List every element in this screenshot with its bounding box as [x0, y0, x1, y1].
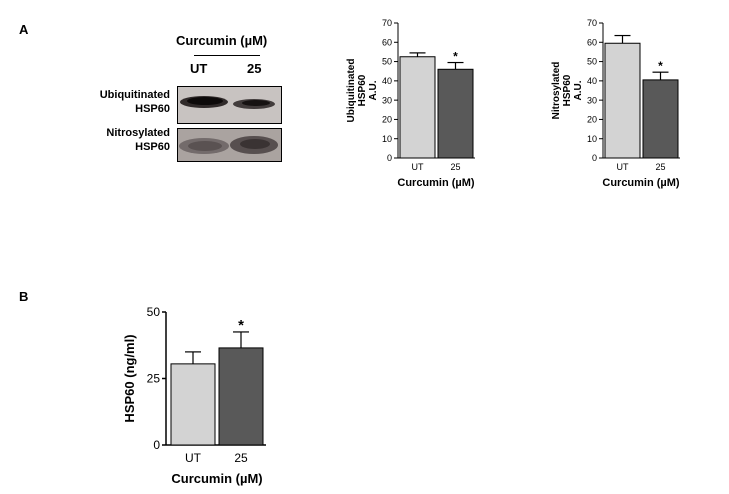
y-axis-label: HSP60	[357, 74, 368, 106]
blot-row-label-nitrosylated: Nitrosylated HSP60	[70, 126, 170, 154]
y-tick-label: 0	[153, 438, 160, 452]
y-tick-label: 20	[382, 115, 392, 125]
y-tick-label: 40	[382, 76, 392, 86]
y-axis-label: Nitrosylated	[551, 62, 562, 120]
significance-marker: *	[658, 59, 663, 73]
blot-row-label-line: HSP60	[135, 141, 170, 153]
y-tick-label: 10	[382, 134, 392, 144]
x-axis-label: Curcumin (µM)	[171, 471, 262, 486]
x-tick-label: 25	[234, 451, 248, 465]
y-tick-label: 60	[587, 37, 597, 47]
y-tick-label: 0	[387, 153, 392, 163]
blot-band-image	[178, 87, 281, 123]
chart-ubiquitinated-hsp60: 0 10 20 30 40 50 60 70 UT * 25 Curcumin (µM) Ubiquit…	[346, 18, 475, 189]
y-tick-label: 30	[382, 95, 392, 105]
x-tick-label: UT	[617, 162, 629, 172]
x-tick-label: 25	[655, 162, 665, 172]
blot-band-ubiquitinated	[177, 86, 282, 124]
y-axis-label: HSP60 (ng/ml)	[122, 334, 137, 422]
y-tick-label: 20	[587, 115, 597, 125]
y-axis-label: A.U.	[573, 80, 584, 100]
blot-row-label-line: Nitrosylated	[106, 127, 170, 139]
y-axis-label: A.U.	[368, 80, 379, 100]
significance-marker: *	[453, 50, 458, 64]
blot-header: Curcumin (µM)	[176, 33, 268, 48]
bar-ut	[399, 56, 436, 159]
bar-25	[437, 68, 474, 159]
blot-header-line	[194, 55, 260, 56]
y-tick-label: 10	[587, 134, 597, 144]
y-tick-label: 70	[587, 18, 597, 28]
y-tick-label: 40	[587, 76, 597, 86]
blot-band-image	[178, 129, 281, 161]
x-axis-label: Curcumin (µM)	[397, 177, 475, 189]
significance-marker: *	[238, 317, 244, 334]
x-axis-label: Curcumin (µM)	[602, 177, 680, 189]
y-tick-label: 50	[382, 57, 392, 67]
y-tick-label: 50	[147, 305, 161, 319]
blot-lane-25: 25	[247, 61, 262, 76]
bar-25	[218, 347, 264, 446]
chart-hsp60-ng-ml: 0 25 50 UT * 25 Curcumin (µM) HSP60 (ng/ml)	[122, 305, 266, 486]
blot-lane-ut: UT	[190, 61, 208, 76]
y-tick-label: 50	[587, 57, 597, 67]
y-tick-label: 25	[147, 372, 161, 386]
bar-ut	[604, 42, 641, 159]
bar-ut	[170, 363, 216, 446]
blot-row-label-ubiquitinated: Ubiquitinated HSP60	[70, 88, 170, 116]
y-tick-label: 70	[382, 18, 392, 28]
y-tick-label: 60	[382, 37, 392, 47]
blot-row-label-line: HSP60	[135, 103, 170, 115]
blot-row-label-line: Ubiquitinated	[99, 89, 170, 101]
bar-25	[642, 79, 679, 159]
x-tick-label: 25	[450, 162, 460, 172]
x-tick-label: UT	[185, 451, 202, 465]
panel-label-b: B	[19, 289, 29, 304]
y-tick-label: 0	[592, 153, 597, 163]
panel-label-a: A	[19, 22, 29, 37]
chart-nitrosylated-hsp60: 0 10 20 30 40 50 60 70 UT * 25 Curcumin (µM) Nitrosy…	[551, 18, 680, 189]
x-tick-label: UT	[412, 162, 424, 172]
blot-band-nitrosylated	[177, 128, 282, 162]
y-axis-label: HSP60	[562, 74, 573, 106]
y-tick-label: 30	[587, 95, 597, 105]
y-axis-label: Ubiquitinated	[346, 59, 357, 123]
